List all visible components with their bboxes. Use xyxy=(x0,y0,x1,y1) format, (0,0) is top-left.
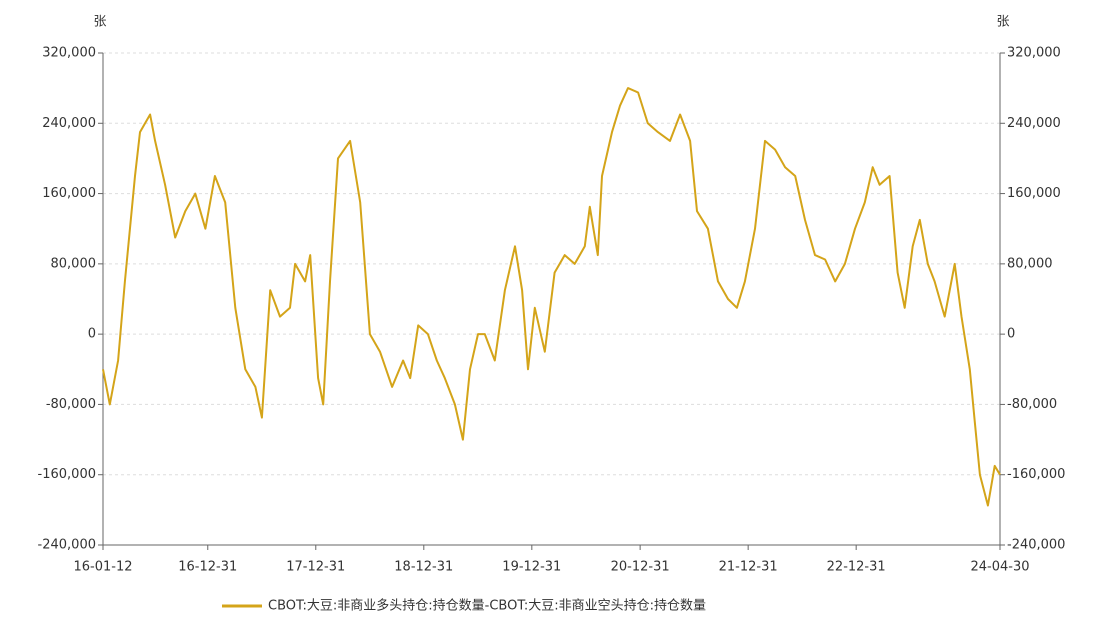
y-tick-label: 240,000 xyxy=(42,116,96,131)
y-tick-label: 80,000 xyxy=(51,256,97,271)
x-tick-label: 18-12-31 xyxy=(394,560,453,575)
y-tick-label: 0 xyxy=(88,327,96,342)
y-tick-label: -160,000 xyxy=(38,467,96,482)
x-tick-label: 16-12-31 xyxy=(178,560,237,575)
x-tick-label: 24-04-30 xyxy=(970,560,1029,575)
y2-tick-label: -160,000 xyxy=(1007,467,1065,482)
y-axis-unit: 张 xyxy=(93,15,106,30)
legend-label: CBOT:大豆:非商业多头持仓:持仓数量-CBOT:大豆:非商业空头持仓:持仓数… xyxy=(268,598,706,614)
x-tick-label: 22-12-31 xyxy=(827,560,886,575)
y2-tick-label: -240,000 xyxy=(1007,538,1065,553)
x-tick-label: 20-12-31 xyxy=(611,560,670,575)
y2-tick-label: 320,000 xyxy=(1007,46,1061,61)
y-tick-label: 320,000 xyxy=(42,46,96,61)
y2-axis-unit: 张 xyxy=(996,15,1009,30)
y-tick-label: -240,000 xyxy=(38,538,96,553)
y2-tick-label: 0 xyxy=(1007,327,1015,342)
y2-tick-label: 80,000 xyxy=(1007,256,1053,271)
y2-tick-label: 160,000 xyxy=(1007,186,1061,201)
x-tick-label: 21-12-31 xyxy=(719,560,778,575)
x-tick-label: 17-12-31 xyxy=(286,560,345,575)
y-tick-label: 160,000 xyxy=(42,186,96,201)
y2-tick-label: 240,000 xyxy=(1007,116,1061,131)
data-line xyxy=(102,87,1001,507)
y-tick-label: -80,000 xyxy=(46,397,96,412)
y2-tick-label: -80,000 xyxy=(1007,397,1057,412)
x-tick-label: 19-12-31 xyxy=(502,560,561,575)
x-tick-label: 16-01-12 xyxy=(73,560,132,575)
